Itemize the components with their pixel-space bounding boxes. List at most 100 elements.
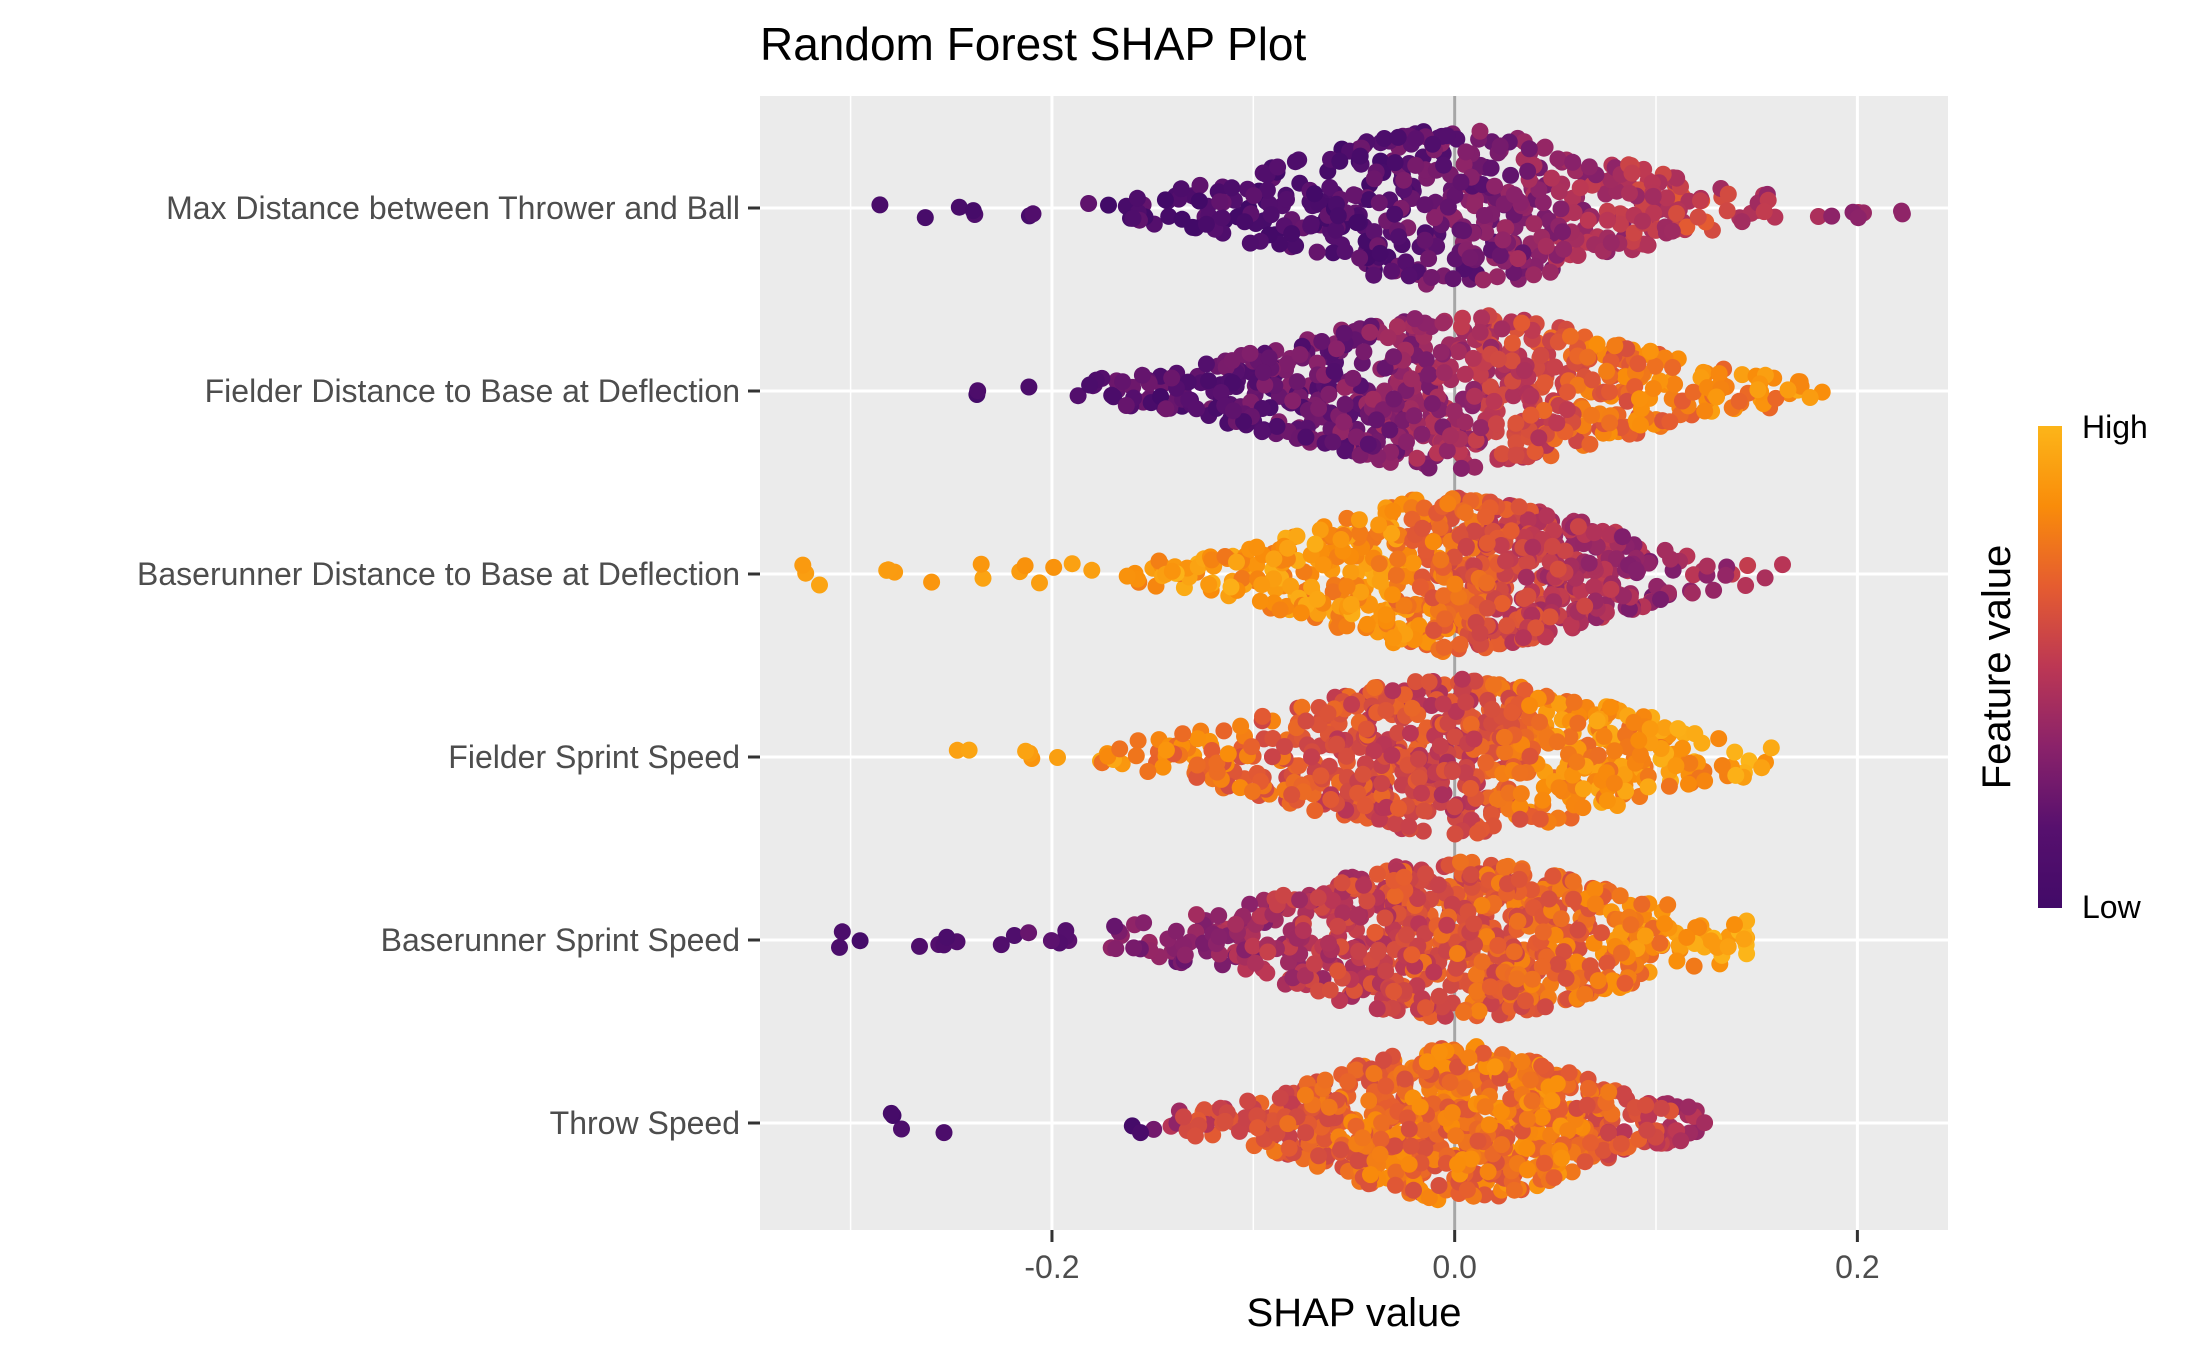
shap-point: [1474, 1044, 1492, 1062]
shap-point: [1376, 909, 1394, 927]
shap-point: [1416, 196, 1434, 214]
shap-point: [1361, 323, 1379, 341]
shap-point: [1430, 1043, 1448, 1061]
shap-point: [1244, 937, 1262, 955]
shap-point: [1345, 186, 1363, 204]
shap-point: [1438, 127, 1456, 145]
shap-point: [1278, 355, 1296, 373]
shap-point: [1259, 943, 1277, 961]
shap-point: [1387, 566, 1405, 584]
shap-point: [1580, 1079, 1597, 1097]
shap-point: [1417, 351, 1435, 369]
shap-point: [1254, 707, 1271, 725]
shap-point: [1548, 733, 1566, 751]
shap-point: [1403, 699, 1421, 717]
shap-point: [1349, 784, 1367, 802]
shap-point: [1389, 128, 1407, 146]
shap-point: [1382, 443, 1400, 461]
shap-point: [1320, 934, 1337, 952]
shap-point: [1689, 208, 1707, 226]
shap-point: [1533, 958, 1551, 976]
shap-point: [871, 196, 889, 214]
shap-point: [1605, 774, 1623, 792]
shap-point: [1375, 130, 1393, 147]
x-tick-label: -0.2: [1024, 1249, 1079, 1285]
shap-point: [1615, 1085, 1633, 1103]
shap-point: [1521, 697, 1539, 714]
shap-point: [1719, 938, 1737, 956]
shap-point: [1297, 1124, 1315, 1142]
shap-point: [1377, 702, 1395, 719]
shap-point: [1103, 386, 1121, 404]
shap-point: [1543, 1092, 1561, 1110]
shap-point: [1705, 581, 1723, 599]
shap-point: [1546, 358, 1564, 376]
shap-point: [1420, 250, 1438, 268]
shap-point: [1351, 249, 1369, 267]
shap-point: [1507, 414, 1525, 432]
shap-point: [1398, 433, 1415, 451]
shap-point: [1449, 1155, 1466, 1173]
shap-point: [1471, 323, 1489, 341]
shap-point: [1456, 1079, 1474, 1097]
shap-point: [1362, 1166, 1379, 1184]
shap-point: [1638, 1121, 1656, 1139]
shap-point: [948, 741, 966, 759]
shap-point: [1602, 580, 1620, 598]
shap-point: [1224, 374, 1242, 392]
shap-point: [1355, 343, 1373, 361]
shap-point: [1489, 937, 1507, 954]
shap-point: [1664, 359, 1682, 376]
shap-point: [1502, 522, 1520, 540]
shap-point: [1309, 889, 1327, 907]
shap-point: [1308, 243, 1326, 261]
shap-point: [1381, 421, 1399, 439]
shap-point: [938, 928, 956, 946]
shap-point: [1549, 955, 1567, 973]
shap-point: [1669, 720, 1687, 738]
shap-point: [1249, 1119, 1267, 1137]
shap-point: [1246, 954, 1264, 972]
shap-point: [1589, 972, 1607, 990]
shap-point: [1445, 402, 1463, 420]
shap-point: [1680, 775, 1697, 793]
shap-point: [1536, 138, 1554, 156]
shap-point: [1139, 763, 1157, 780]
shap-point: [1118, 567, 1136, 585]
shap-point: [1549, 560, 1567, 578]
shap-point: [1253, 423, 1271, 441]
shap-point: [1024, 205, 1042, 223]
shap-point: [1400, 267, 1418, 285]
shap-point: [1386, 887, 1404, 905]
shap-point: [1466, 458, 1484, 476]
shap-point: [1674, 739, 1691, 757]
shap-point: [1461, 249, 1479, 267]
shap-point: [1660, 777, 1678, 795]
shap-point: [964, 202, 982, 220]
shap-point: [1319, 705, 1337, 722]
shap-point: [1681, 754, 1699, 772]
shap-point: [1387, 815, 1405, 833]
shap-point: [1493, 595, 1511, 612]
shap-point: [1342, 563, 1360, 581]
shap-point: [1733, 213, 1751, 231]
shap-point: [1594, 1141, 1612, 1159]
shap-point: [1562, 616, 1580, 634]
shap-point: [1359, 435, 1377, 453]
shap-point: [1534, 194, 1552, 212]
shap-point: [992, 936, 1010, 954]
shap-point: [1431, 737, 1449, 755]
shap-point: [1128, 189, 1146, 207]
shap-point: [1441, 1073, 1459, 1091]
shap-point: [1598, 362, 1616, 380]
shap-point: [1491, 137, 1509, 155]
shap-point: [1522, 406, 1540, 424]
shap-point: [1245, 187, 1263, 205]
shap-point: [1462, 780, 1479, 797]
shap-point: [1127, 747, 1145, 765]
shap-point: [1625, 713, 1643, 731]
shap-point: [1583, 406, 1600, 424]
shap-point: [1296, 967, 1314, 985]
shap-point: [1288, 527, 1306, 545]
shap-point: [1328, 340, 1346, 358]
